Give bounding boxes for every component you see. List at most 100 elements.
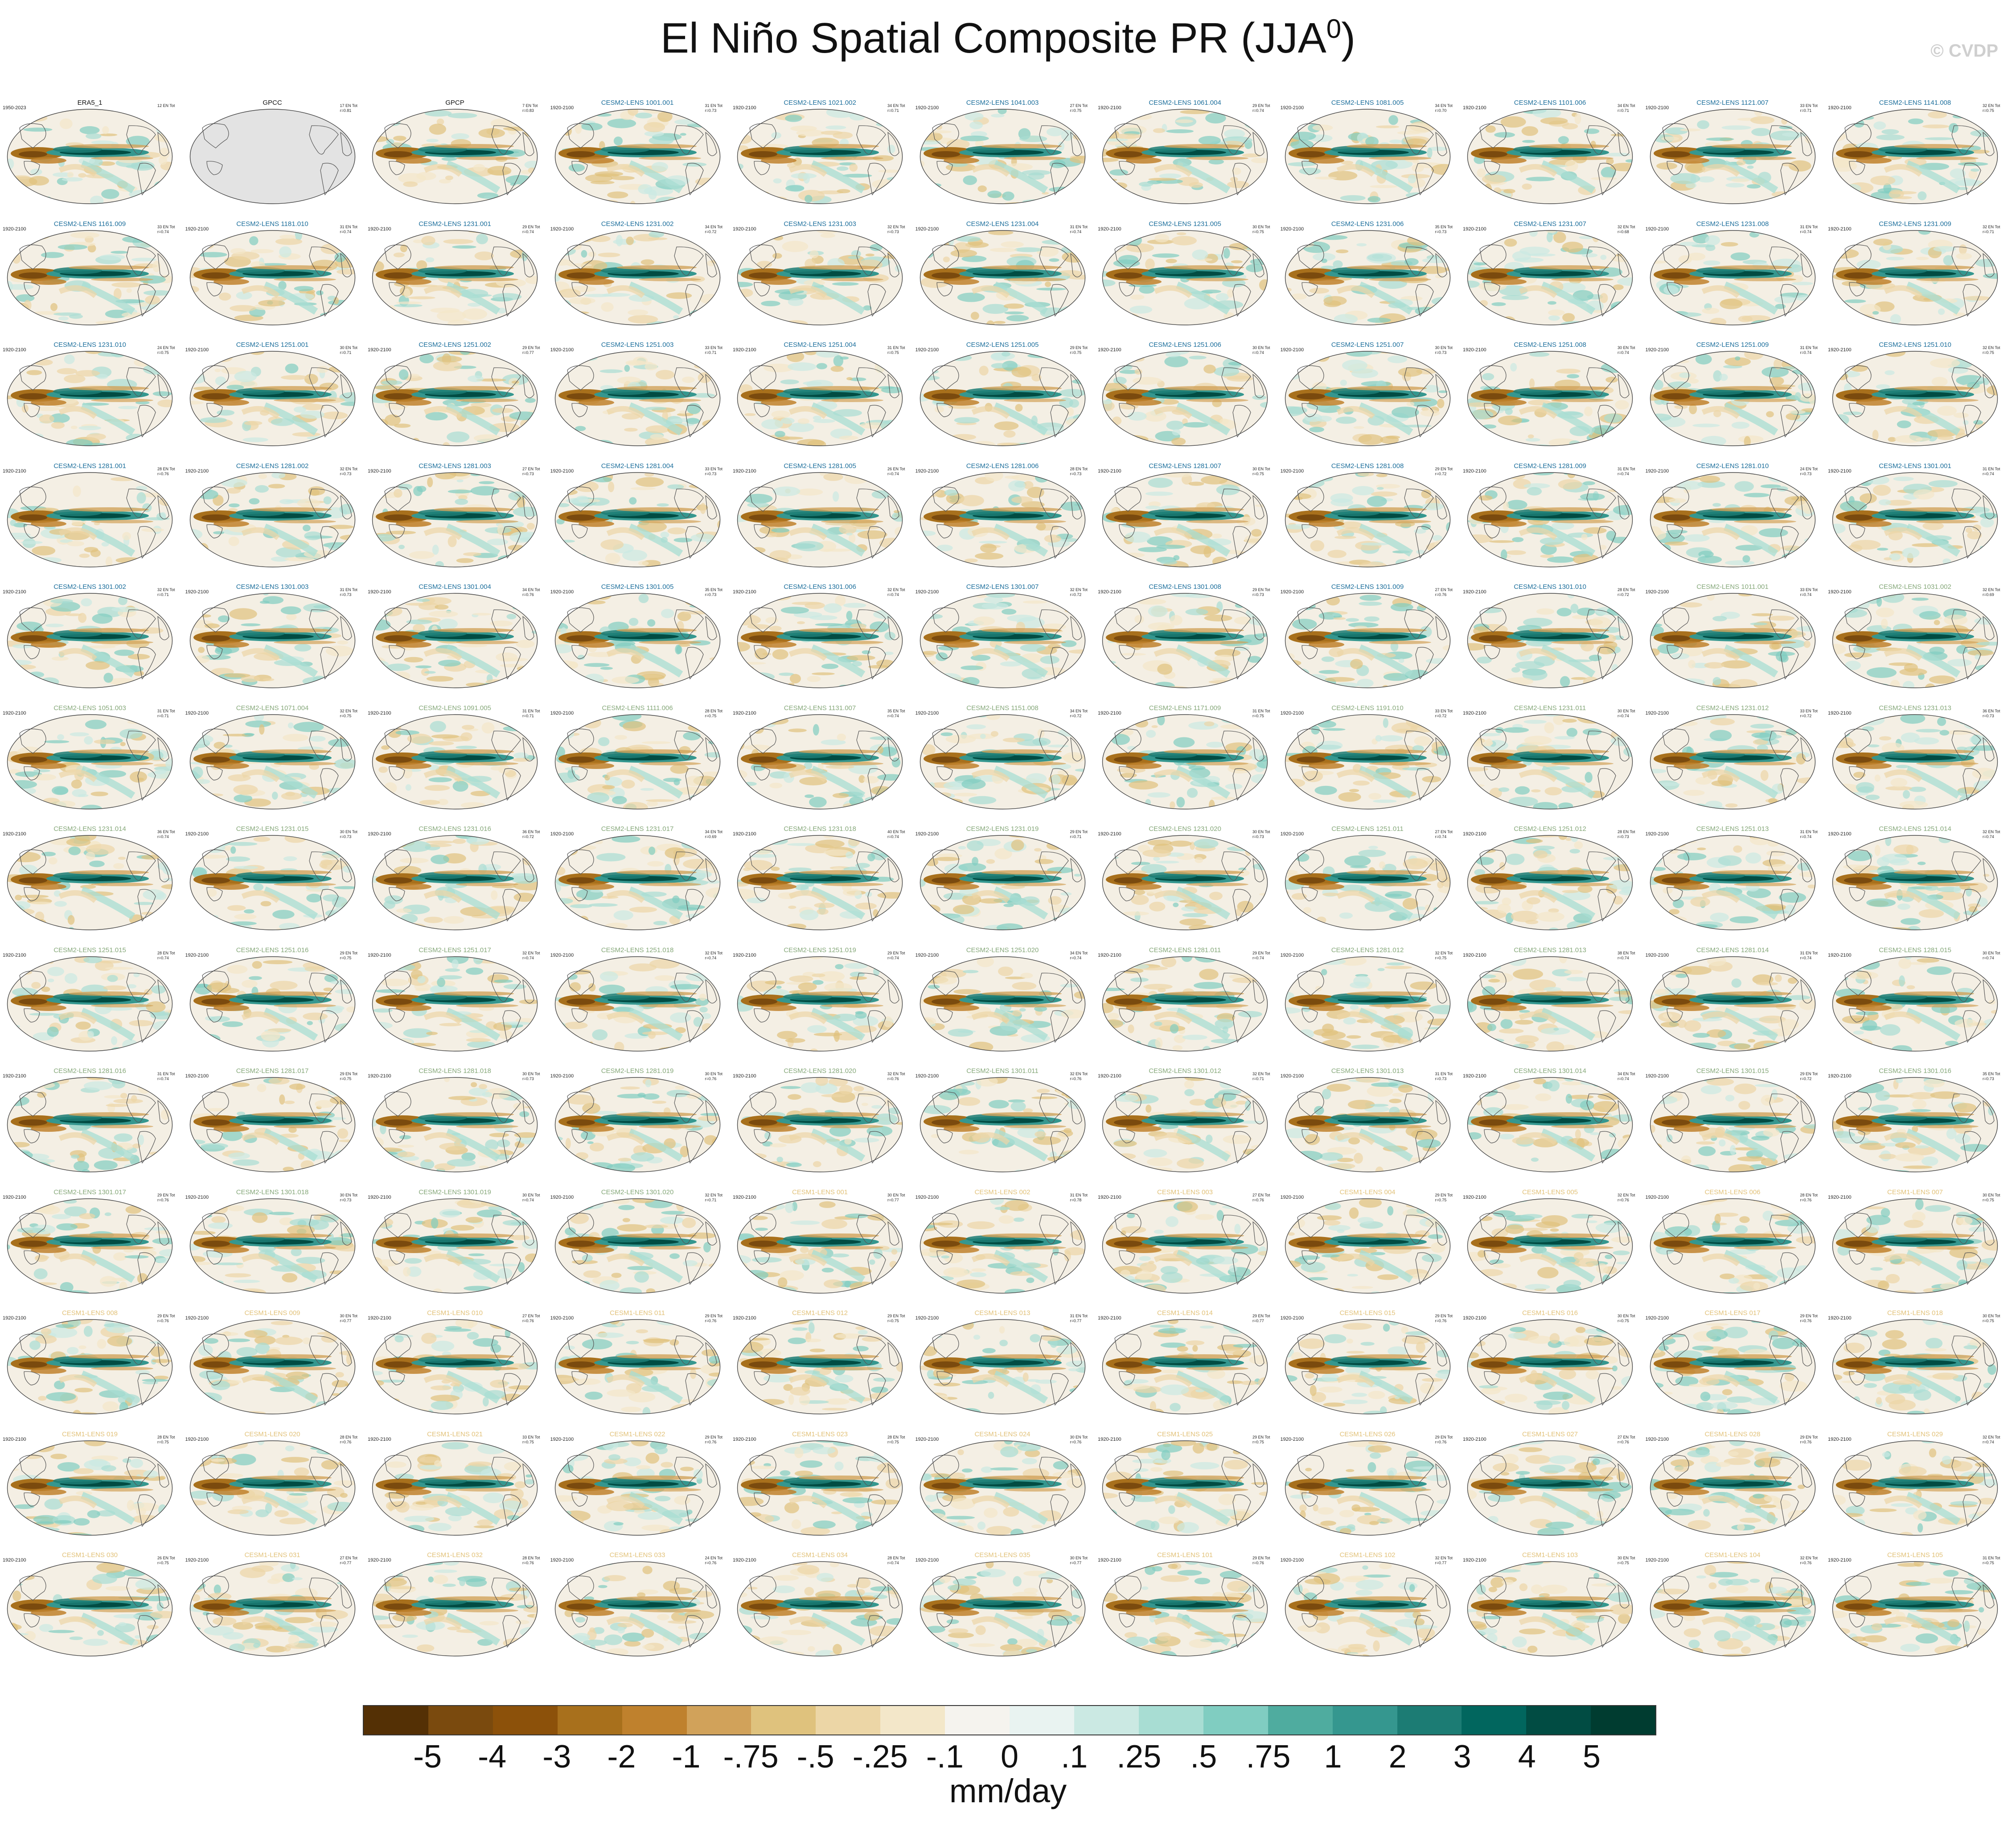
panel-stats: 30 EN Tot r=0.76 xyxy=(705,1072,723,1081)
panel-title: CESM2-LENS 1301.013 xyxy=(1331,1067,1404,1075)
panel-stats: 29 EN Tot r=0.75 xyxy=(1252,1435,1270,1444)
map-panel: CESM1-LENS 026 1920-2100 29 EN Tot r=0.76 xyxy=(1280,1430,1456,1539)
panel-stats: 32 EN Tot r=0.72 xyxy=(1070,588,1088,597)
panel-stats: 32 EN Tot r=0.75 xyxy=(1983,103,2000,113)
globe-map xyxy=(1467,1198,1633,1294)
globe-map xyxy=(189,593,355,688)
globe-map xyxy=(1467,109,1633,204)
panel-period: 1920-2100 xyxy=(550,1315,574,1321)
map-panel: CESM2-LENS 1301.007 1920-2100 32 EN Tot r=… xyxy=(915,583,1091,692)
panel-title: CESM1-LENS 030 xyxy=(62,1551,118,1559)
colorbar-tick-label: 3 xyxy=(1453,1739,1471,1775)
colorbar-swatch xyxy=(1203,1706,1268,1735)
globe-map xyxy=(1467,1077,1633,1172)
panel-stats: 29 EN Tot r=0.76 xyxy=(157,1192,175,1202)
panel-title: CESM1-LENS 004 xyxy=(1339,1188,1396,1196)
map-panel: CESM2-LENS 1251.006 1920-2100 30 EN Tot r=… xyxy=(1097,341,1273,450)
panel-title: CESM2-LENS 1231.008 xyxy=(1696,220,1769,228)
panel-title: CESM2-LENS 1171.009 xyxy=(1149,704,1221,712)
map-panel: CESM2-LENS 1131.007 1920-2100 35 EN Tot r=… xyxy=(732,704,908,813)
title-close: ) xyxy=(1341,14,1356,62)
panel-title: GPCP xyxy=(445,99,464,107)
panel-stats: 34 EN Tot r=0.71 xyxy=(887,103,905,113)
panel-title: CESM2-LENS 1231.006 xyxy=(1331,220,1404,228)
map-panel: CESM2-LENS 1251.017 1920-2100 32 EN Tot r=… xyxy=(367,946,543,1055)
panel-period: 1920-2100 xyxy=(1645,1315,1669,1321)
panel-period: 1920-2100 xyxy=(915,1315,939,1321)
map-panel: CESM2-LENS 1231.002 1920-2100 34 EN Tot r=… xyxy=(550,220,726,329)
panel-period: 1920-2100 xyxy=(733,1315,756,1321)
panel-stats: 30 EN Tot r=0.77 xyxy=(340,1314,357,1323)
globe-map xyxy=(7,1319,173,1414)
panel-stats: 32 EN Tot r=0.71 xyxy=(705,1192,723,1202)
globe-map xyxy=(1285,835,1450,930)
panel-title: CESM2-LENS 1251.013 xyxy=(1696,825,1769,833)
panel-stats: 29 EN Tot r=0.75 xyxy=(887,1314,905,1323)
panel-period: 1920-2100 xyxy=(1645,589,1669,595)
panel-stats: 29 EN Tot r=0.76 xyxy=(1435,1435,1453,1444)
map-panel: CESM2-LENS 1281.006 1920-2100 28 EN Tot r=… xyxy=(915,462,1091,571)
panel-title: CESM2-LENS 1251.017 xyxy=(419,946,491,954)
panel-period: 1920-2100 xyxy=(1828,589,1852,595)
globe-map xyxy=(7,835,173,930)
panel-period: 1920-2100 xyxy=(3,347,26,353)
colorbar-tick-label: -.25 xyxy=(852,1739,908,1775)
panel-title: CESM2-LENS 1031.002 xyxy=(1879,583,1951,591)
panel-period: 1920-2100 xyxy=(1828,226,1852,232)
panel-period: 1920-2100 xyxy=(1098,1073,1121,1079)
map-panel: CESM2-LENS 1251.005 1920-2100 29 EN Tot r=… xyxy=(915,341,1091,450)
panel-title: CESM2-LENS 1281.005 xyxy=(784,462,856,470)
panel-period: 1920-2100 xyxy=(733,1558,756,1563)
map-panel: CESM2-LENS 1231.004 1920-2100 31 EN Tot r=… xyxy=(915,220,1091,329)
panel-period: 1920-2100 xyxy=(1280,710,1304,716)
panel-title: CESM2-LENS 1301.005 xyxy=(601,583,674,591)
panel-title: CESM2-LENS 1281.014 xyxy=(1696,946,1769,954)
panel-stats: 31 EN Tot r=0.78 xyxy=(1070,1192,1088,1202)
panel-stats: 29 EN Tot r=0.76 xyxy=(1800,1314,1818,1323)
panel-period: 1920-2100 xyxy=(1098,347,1121,353)
map-panel: CESM2-LENS 1231.010 1920-2100 24 EN Tot r=… xyxy=(2,341,178,450)
colorbar-swatch xyxy=(880,1706,945,1735)
panel-title: CESM2-LENS 1301.018 xyxy=(236,1188,309,1196)
panel-stats: 12 EN Tot xyxy=(157,103,175,108)
map-panel: CESM2-LENS 1121.007 1920-2100 33 EN Tot r=… xyxy=(1645,99,1821,208)
globe-map xyxy=(737,351,903,446)
globe-map xyxy=(1832,1198,1998,1294)
colorbar-swatch xyxy=(1462,1706,1527,1735)
globe-map xyxy=(737,1561,903,1656)
panel-title: CESM2-LENS 1251.011 xyxy=(1331,825,1404,833)
map-panel: CESM2-LENS 1281.019 1920-2100 30 EN Tot r=… xyxy=(550,1067,726,1176)
panel-period: 1920-2100 xyxy=(915,952,939,958)
globe-map xyxy=(1102,109,1268,204)
globe-map xyxy=(737,714,903,810)
panel-period: 1920-2100 xyxy=(1280,1436,1304,1442)
panel-stats: 30 EN Tot r=0.75 xyxy=(1252,466,1270,476)
map-panel: GPCP 7 EN Tot r=0.83 xyxy=(367,99,543,208)
colorbar-swatch xyxy=(1526,1706,1591,1735)
colorbar-units: mm/day xyxy=(949,1772,1067,1809)
colorbar-tick-label: -.1 xyxy=(926,1739,964,1775)
panel-title: CESM2-LENS 1281.009 xyxy=(1514,462,1586,470)
globe-map xyxy=(1102,1440,1268,1536)
globe-map xyxy=(189,956,355,1052)
panel-period: 1920-2100 xyxy=(1828,1436,1852,1442)
panel-title: CESM2-LENS 1231.019 xyxy=(966,825,1039,833)
panel-title: CESM2-LENS 1231.010 xyxy=(53,341,126,349)
globe-map xyxy=(920,956,1085,1052)
panel-period: 1920-2100 xyxy=(733,226,756,232)
panel-period: 1920-2100 xyxy=(1645,468,1669,474)
panel-stats: 29 EN Tot r=0.76 xyxy=(1800,1435,1818,1444)
globe-map xyxy=(554,1077,720,1172)
map-panel: CESM2-LENS 1251.010 1920-2100 32 EN Tot r=… xyxy=(1827,341,2003,450)
map-panel: CESM1-LENS 021 1920-2100 33 EN Tot r=0.75 xyxy=(367,1430,543,1539)
panel-stats: 24 EN Tot r=0.76 xyxy=(705,1556,723,1565)
panel-period: 1920-2100 xyxy=(1280,347,1304,353)
map-panel: CESM2-LENS 1231.012 1920-2100 33 EN Tot r=… xyxy=(1645,704,1821,813)
map-panel: CESM1-LENS 007 1920-2100 30 EN Tot r=0.75 xyxy=(1827,1188,2003,1297)
colorbar-swatch xyxy=(622,1706,687,1735)
globe-map xyxy=(1650,1198,1815,1294)
panel-stats: 29 EN Tot r=0.75 xyxy=(1435,1192,1453,1202)
panel-stats: 34 EN Tot r=0.72 xyxy=(1070,708,1088,718)
colorbar-swatch xyxy=(945,1706,1010,1735)
map-panel: CESM1-LENS 033 1920-2100 24 EN Tot r=0.76 xyxy=(550,1551,726,1660)
